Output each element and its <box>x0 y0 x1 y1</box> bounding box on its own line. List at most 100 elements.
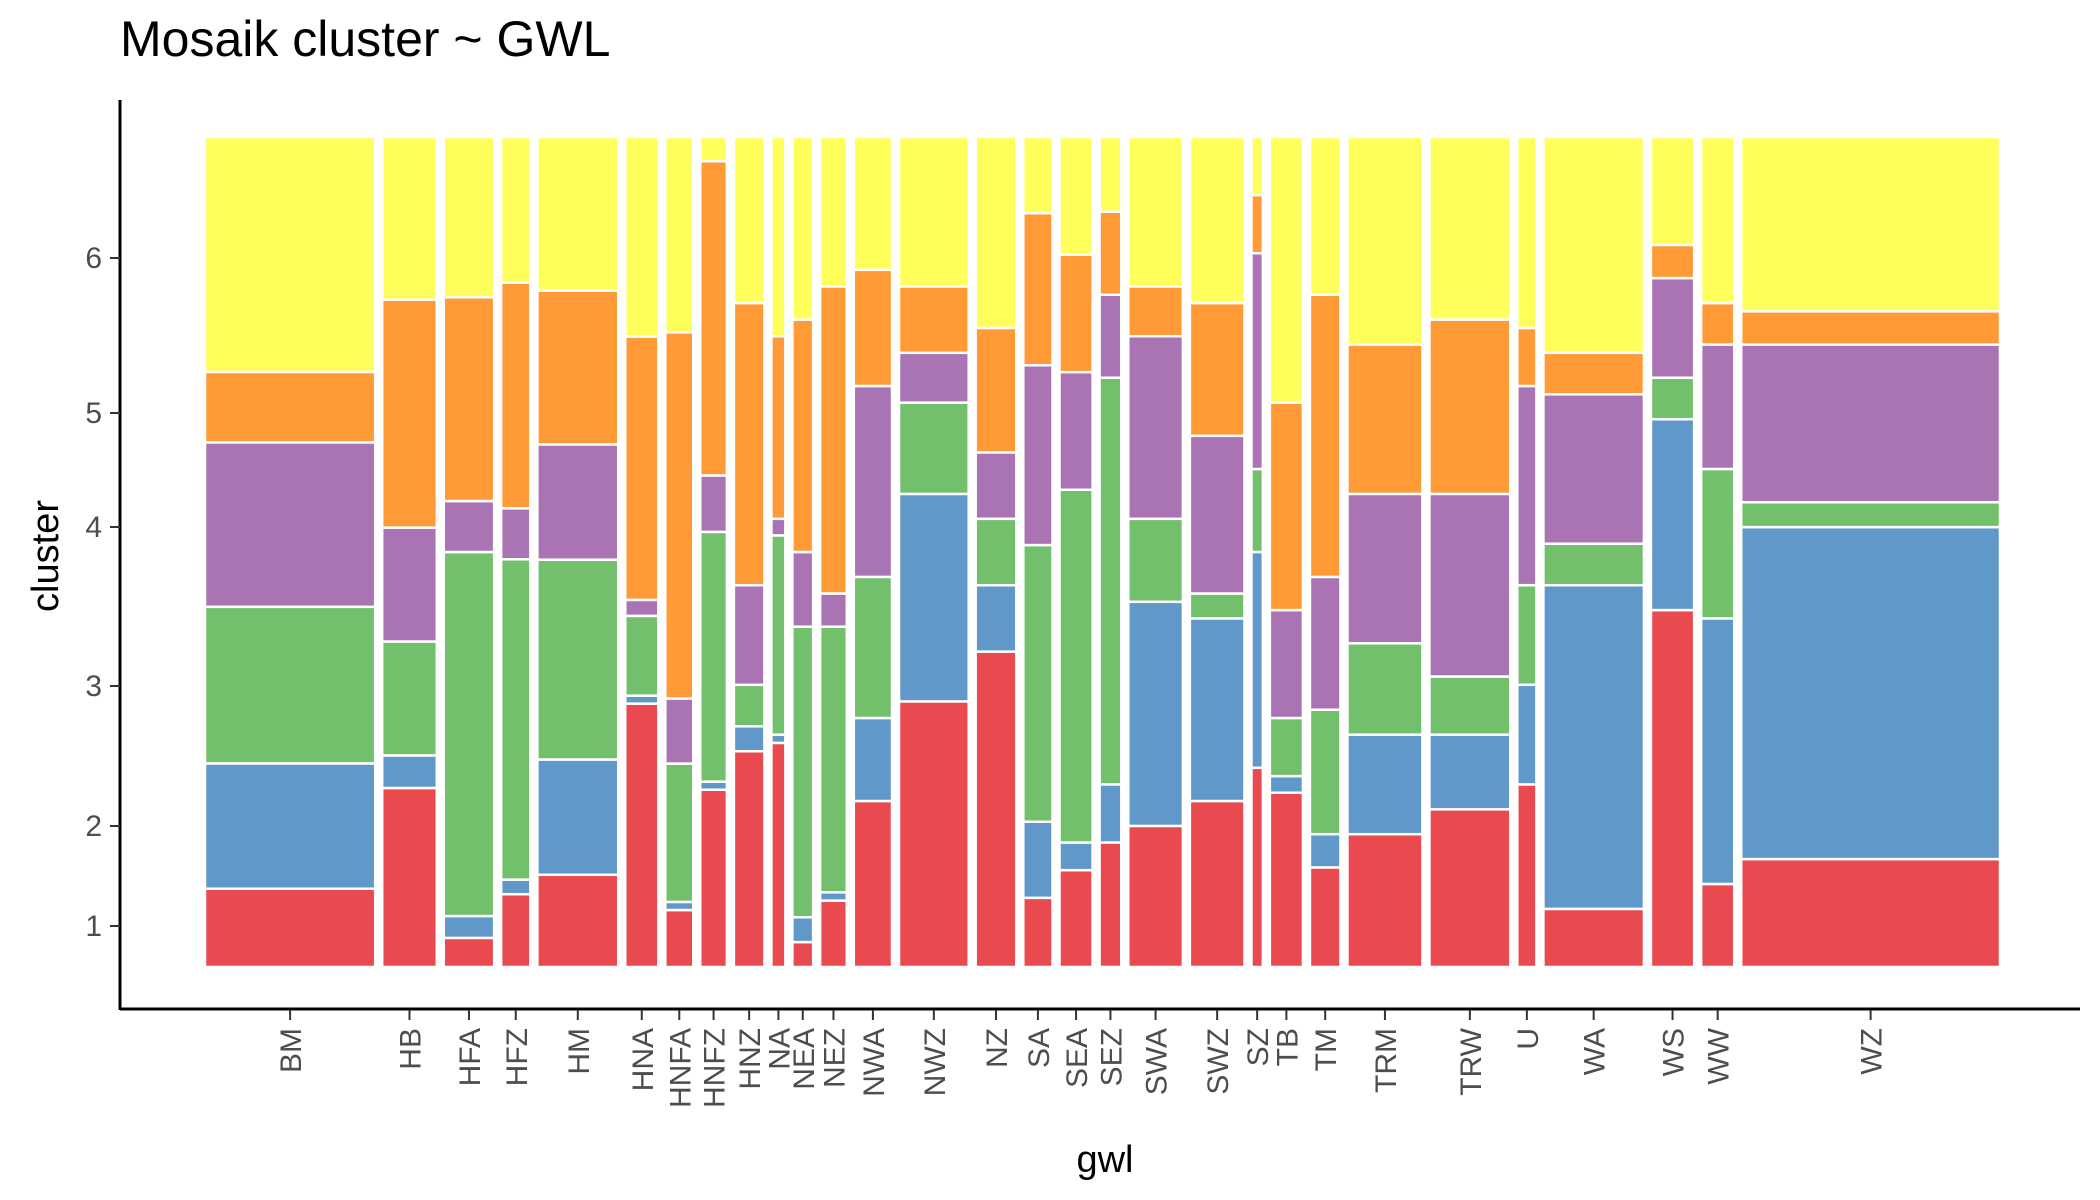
tile-hnfa-cluster-3 <box>664 762 695 904</box>
tile-ws-cluster-3 <box>1649 376 1696 421</box>
tile-hm-cluster-4 <box>536 443 620 561</box>
tile-u-cluster-4 <box>1516 384 1538 587</box>
tile-sa-cluster-4 <box>1022 364 1054 547</box>
tile-ws-cluster-5 <box>1649 243 1696 280</box>
tile-swa-cluster-3 <box>1127 517 1185 604</box>
tile-trw-cluster-5 <box>1428 318 1512 496</box>
tile-wz-cluster-3 <box>1739 500 2002 529</box>
tile-trm-cluster-1 <box>1346 832 1424 969</box>
tile-trm-cluster-5 <box>1346 343 1424 496</box>
x-tick-label-sz: SZ <box>1242 1028 1275 1066</box>
x-tick-label-hfz: HFZ <box>501 1028 534 1086</box>
tile-swz-cluster-2 <box>1188 617 1246 803</box>
tile-swa-cluster-6 <box>1127 135 1185 288</box>
tile-ww-cluster-2 <box>1699 617 1736 886</box>
x-tick-label-nwz: NWZ <box>919 1028 952 1096</box>
tile-nwz-cluster-1 <box>897 700 970 969</box>
tile-na-cluster-3 <box>770 534 787 736</box>
tile-nea-cluster-5 <box>791 318 815 554</box>
tile-trw-cluster-4 <box>1428 492 1512 678</box>
tile-nea-cluster-2 <box>791 915 815 944</box>
tile-nwz-cluster-5 <box>897 285 970 355</box>
tile-nwz-cluster-6 <box>897 135 970 288</box>
x-tick-label-swa: SWA <box>1141 1028 1174 1095</box>
tile-nz-cluster-4 <box>974 451 1018 521</box>
tile-hfa-cluster-5 <box>442 295 496 503</box>
y-axis-title: cluster <box>25 500 67 612</box>
tile-tm-cluster-2 <box>1308 832 1342 869</box>
tile-nz-cluster-1 <box>974 650 1018 969</box>
chart-title: Mosaik cluster ~ GWL <box>120 11 611 67</box>
tile-hna-cluster-5 <box>623 335 660 602</box>
x-tick-label-hm: HM <box>563 1028 596 1075</box>
tile-hnfz-cluster-4 <box>699 474 729 534</box>
tile-wz-cluster-6 <box>1739 135 2002 313</box>
tile-sea-cluster-2 <box>1058 841 1094 872</box>
tile-sa-cluster-3 <box>1022 543 1054 824</box>
tile-hnz-cluster-6 <box>732 135 766 305</box>
x-tick-label-swz: SWZ <box>1202 1028 1235 1095</box>
tile-sz-cluster-3 <box>1250 467 1265 554</box>
tile-trm-cluster-6 <box>1346 135 1424 346</box>
tile-sez-cluster-2 <box>1098 783 1123 844</box>
tile-ws-cluster-4 <box>1649 276 1696 379</box>
tile-swa-cluster-2 <box>1127 600 1185 828</box>
tile-na-cluster-5 <box>770 334 787 521</box>
tile-trm-cluster-2 <box>1346 733 1424 836</box>
tile-hfz-cluster-6 <box>499 135 532 284</box>
tile-nwa-cluster-4 <box>852 384 894 579</box>
tile-nwa-cluster-5 <box>852 268 894 388</box>
tile-trw-cluster-6 <box>1428 135 1512 321</box>
tile-sea-cluster-5 <box>1058 253 1094 374</box>
x-tick-label-sez: SEZ <box>1095 1028 1128 1086</box>
tile-nwa-cluster-2 <box>852 716 894 803</box>
tile-sea-cluster-6 <box>1058 135 1094 256</box>
tile-hm-cluster-6 <box>536 135 620 292</box>
tile-sez-cluster-3 <box>1098 376 1123 786</box>
tile-hfz-cluster-2 <box>499 878 532 896</box>
tile-sa-cluster-2 <box>1022 820 1054 900</box>
tile-u-cluster-5 <box>1516 326 1538 388</box>
x-tick-label-hnz: HNZ <box>734 1028 767 1090</box>
tile-na-cluster-1 <box>770 741 787 969</box>
y-tick-label-3: 3 <box>85 670 102 703</box>
tile-nez-cluster-1 <box>818 899 849 969</box>
tile-hfz-cluster-1 <box>499 892 532 969</box>
tile-hnz-cluster-4 <box>732 583 766 687</box>
x-tick-label-tb: TB <box>1271 1028 1304 1066</box>
tile-sa-cluster-1 <box>1022 896 1054 969</box>
tile-swa-cluster-1 <box>1127 824 1185 969</box>
x-tick-label-hb: HB <box>394 1028 427 1070</box>
tile-nwz-cluster-3 <box>897 401 970 496</box>
x-tick-label-bm: BM <box>275 1028 308 1073</box>
tile-bm-cluster-3 <box>203 605 377 765</box>
tile-sz-cluster-4 <box>1250 251 1265 471</box>
tile-tb-cluster-2 <box>1268 774 1305 794</box>
tile-sa-cluster-5 <box>1022 211 1054 367</box>
tile-swz-cluster-3 <box>1188 592 1246 620</box>
tile-trm-cluster-4 <box>1346 492 1424 645</box>
tile-u-cluster-3 <box>1516 583 1538 687</box>
tile-tb-cluster-4 <box>1268 608 1305 720</box>
tile-hna-cluster-6 <box>623 135 660 338</box>
tile-wa-cluster-2 <box>1542 583 1646 911</box>
tile-wz-cluster-2 <box>1739 525 2002 861</box>
tile-bm-cluster-6 <box>203 135 377 374</box>
tile-hna-cluster-4 <box>623 598 660 618</box>
x-tick-label-ws: WS <box>1658 1028 1691 1076</box>
tile-tb-cluster-1 <box>1268 791 1305 969</box>
tile-hnz-cluster-5 <box>732 301 766 587</box>
x-tick-label-hna: HNA <box>627 1028 660 1091</box>
tile-tm-cluster-1 <box>1308 866 1342 969</box>
tile-sz-cluster-1 <box>1250 766 1265 969</box>
tile-hnfz-cluster-5 <box>699 159 729 477</box>
tile-hfz-cluster-3 <box>499 558 532 881</box>
tile-hna-cluster-1 <box>623 702 660 969</box>
tile-sz-cluster-6 <box>1250 135 1265 197</box>
tile-hnfz-cluster-3 <box>699 530 729 783</box>
x-axis-title: gwl <box>1076 1139 1133 1181</box>
tile-hnz-cluster-2 <box>732 725 766 753</box>
tile-sea-cluster-1 <box>1058 868 1094 969</box>
tile-hfa-cluster-1 <box>442 936 496 969</box>
